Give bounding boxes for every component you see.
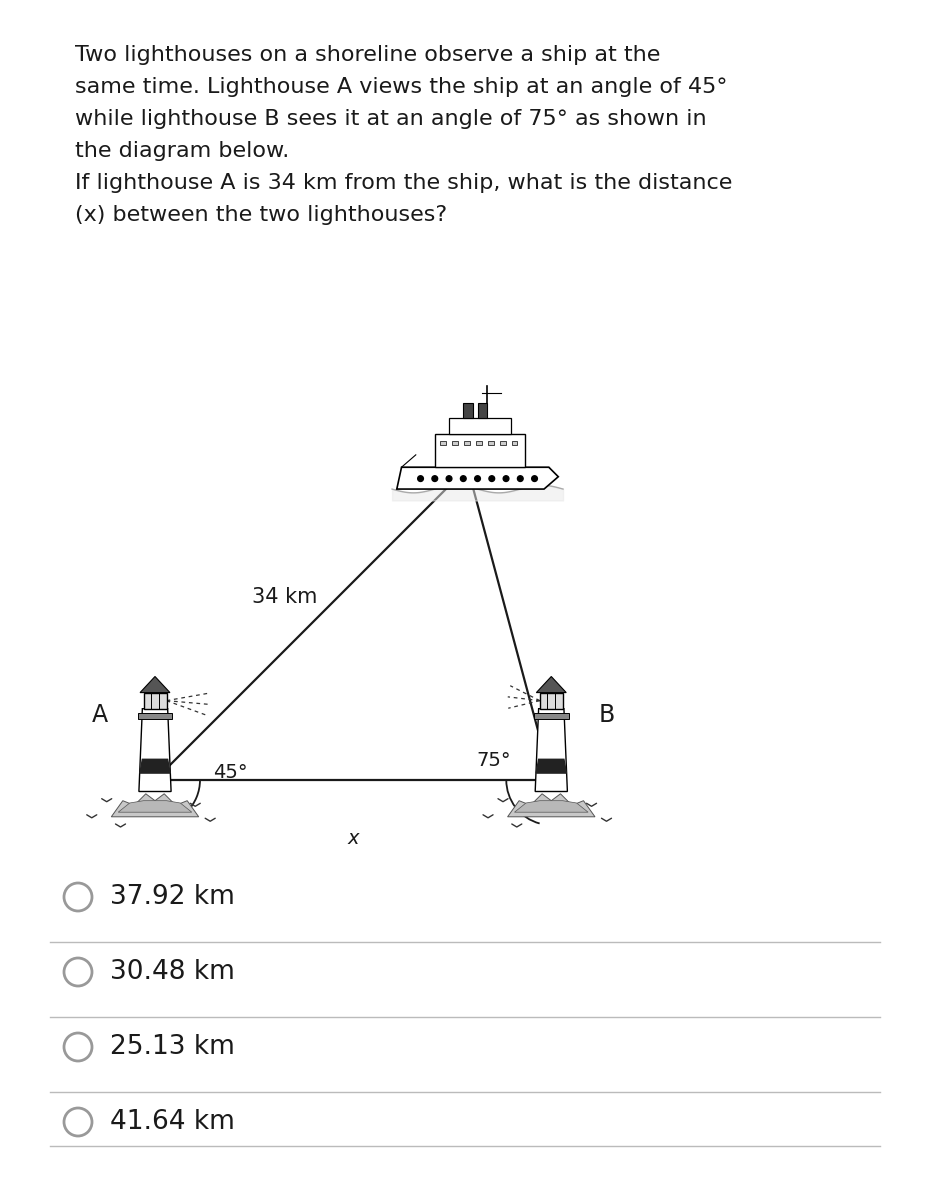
Polygon shape	[478, 403, 487, 418]
Text: B: B	[598, 703, 614, 727]
Text: 41.64 km: 41.64 km	[110, 1109, 235, 1135]
Polygon shape	[397, 467, 559, 490]
Text: If lighthouse A is 34 km from the ship, what is the distance: If lighthouse A is 34 km from the ship, …	[75, 173, 733, 193]
Polygon shape	[112, 794, 198, 817]
Polygon shape	[536, 760, 566, 773]
Circle shape	[518, 475, 523, 481]
Text: (x) between the two lighthouses?: (x) between the two lighthouses?	[75, 205, 447, 226]
Circle shape	[446, 475, 452, 481]
Polygon shape	[449, 418, 511, 434]
Text: the diagram below.: the diagram below.	[75, 140, 290, 161]
FancyBboxPatch shape	[512, 440, 518, 445]
FancyBboxPatch shape	[452, 440, 458, 445]
Polygon shape	[536, 677, 566, 692]
Circle shape	[475, 475, 480, 481]
Text: Two lighthouses on a shoreline observe a ship at the: Two lighthouses on a shoreline observe a…	[75, 44, 660, 65]
Polygon shape	[464, 403, 473, 418]
FancyBboxPatch shape	[476, 440, 482, 445]
Polygon shape	[540, 692, 562, 709]
Text: while lighthouse B sees it at an angle of 75° as shown in: while lighthouse B sees it at an angle o…	[75, 109, 707, 128]
Text: 45°: 45°	[213, 762, 248, 781]
Text: x: x	[347, 828, 358, 847]
FancyBboxPatch shape	[500, 440, 506, 445]
Text: same time. Lighthouse A views the ship at an angle of 45°: same time. Lighthouse A views the ship a…	[75, 77, 727, 97]
Polygon shape	[138, 713, 172, 719]
Circle shape	[503, 475, 509, 481]
Polygon shape	[435, 434, 525, 467]
Polygon shape	[140, 760, 170, 773]
Text: 25.13 km: 25.13 km	[110, 1034, 235, 1060]
Text: A: A	[92, 703, 108, 727]
Polygon shape	[140, 677, 170, 692]
Text: 37.92 km: 37.92 km	[110, 884, 235, 910]
Circle shape	[418, 475, 424, 481]
Polygon shape	[143, 692, 167, 709]
FancyBboxPatch shape	[488, 440, 493, 445]
Polygon shape	[515, 800, 588, 812]
Polygon shape	[118, 800, 192, 812]
Polygon shape	[535, 709, 567, 792]
FancyBboxPatch shape	[440, 440, 446, 445]
Circle shape	[432, 475, 438, 481]
Polygon shape	[534, 713, 569, 719]
Circle shape	[489, 475, 494, 481]
Text: 30.48 km: 30.48 km	[110, 959, 235, 985]
FancyBboxPatch shape	[465, 440, 470, 445]
Text: 75°: 75°	[477, 750, 511, 769]
Polygon shape	[507, 794, 595, 817]
Text: 34 km: 34 km	[251, 587, 317, 607]
Circle shape	[532, 475, 537, 481]
Circle shape	[461, 475, 466, 481]
Polygon shape	[139, 709, 171, 792]
